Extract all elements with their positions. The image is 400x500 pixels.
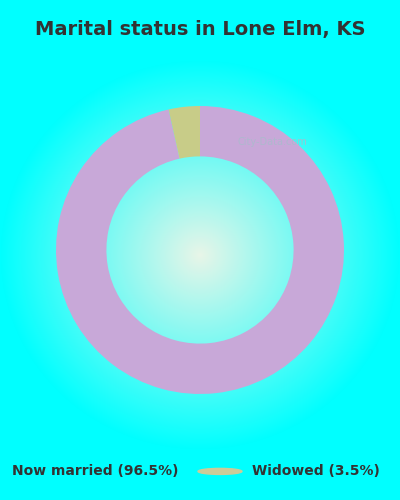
Wedge shape — [168, 106, 200, 158]
Text: Now married (96.5%): Now married (96.5%) — [12, 464, 178, 478]
Text: Widowed (3.5%): Widowed (3.5%) — [252, 464, 380, 478]
Text: City-Data.com: City-Data.com — [237, 137, 307, 147]
Wedge shape — [56, 106, 344, 394]
Circle shape — [198, 468, 242, 474]
Text: Marital status in Lone Elm, KS: Marital status in Lone Elm, KS — [35, 20, 365, 40]
